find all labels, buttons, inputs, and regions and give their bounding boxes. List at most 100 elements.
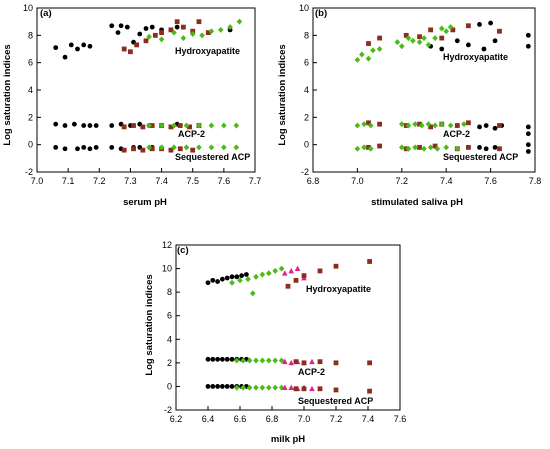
diamond-data-point [405,35,412,42]
square-data-point [205,30,211,35]
diamond-data-point [412,121,418,128]
y-tick-label: 12 [162,240,172,250]
triangle-data-point [282,358,288,365]
circle-data-point [109,23,115,29]
diamond-data-point [405,122,412,129]
triangle-data-point [288,267,294,274]
circle-data-point [224,384,230,389]
data-points [205,259,372,394]
x-tick-label: 6.4 [202,414,215,424]
diamond-data-point [217,26,224,33]
x-axis-title: milk pH [271,434,305,445]
diamond-data-point [183,144,190,151]
diamond-data-point [399,43,405,50]
circle-data-point [466,42,471,48]
panel-b: Log saturation indices stimulated saliva… [277,3,541,208]
square-data-point [497,123,502,128]
triangle-data-point [294,265,301,271]
circle-data-point [477,145,482,150]
diamond-data-point [447,122,454,129]
diamond-data-point [354,56,361,63]
hydroxyapatite-label: Hydroxyapatite [306,284,371,294]
square-data-point [121,124,127,130]
diamond-data-point [399,144,405,151]
square-data-point [131,146,136,152]
diamond-data-point [361,144,367,151]
diamond-data-point [158,122,165,129]
diamond-data-point [146,122,152,129]
square-data-point [417,121,422,127]
diamond-data-point [438,25,445,32]
diamond-data-point [208,122,215,129]
square-data-point [149,123,155,128]
diamond-data-point [416,39,423,46]
circle-data-point [93,123,99,128]
y-tick-label: 10 [299,3,309,13]
y-tick-label: 0 [304,140,309,150]
acp-2-label: ACP-2 [298,367,325,377]
diamond-data-point [278,357,285,364]
y-tick-label: 4 [167,334,172,344]
circle-data-point [210,277,216,283]
square-data-point [439,35,445,41]
acp-2-label: ACP-2 [443,129,470,139]
acp-2-label: ACP-2 [178,129,205,139]
y-tick-label: 0 [28,140,33,150]
circle-data-point [81,145,87,150]
circle-data-point [205,280,211,286]
diamond-data-point [259,357,266,364]
panel-a: Log saturation indices serum pH (a) Hydr… [2,3,261,208]
diamond-data-point [259,384,266,391]
diamond-data-point [434,145,441,152]
circle-data-point [454,38,460,44]
diamond-data-point [158,36,165,43]
triangle-data-point [288,359,294,366]
square-data-point [417,34,422,40]
diamond-data-point [367,145,374,152]
circle-data-point [229,274,235,280]
diamond-data-point [266,270,272,277]
y-axis-title: Log saturation indices [277,44,288,145]
square-data-point [366,120,371,126]
square-data-point [140,124,146,130]
circle-data-point [53,45,59,51]
y-tick-label: -2 [164,405,172,415]
diamond-data-point [234,357,240,364]
circle-data-point [525,43,531,49]
diamond-data-point [454,145,461,152]
y-axis-title: Log saturation indices [2,44,13,145]
square-data-point [333,360,339,366]
diamond-data-point [233,122,240,129]
y-tick-label: -2 [301,167,309,177]
square-data-point [317,359,323,365]
circle-data-point [210,384,216,389]
square-data-point [403,32,409,38]
diamond-data-point [146,33,152,40]
diamond-data-point [253,273,259,280]
square-data-point [180,24,186,30]
diamond-data-point [158,144,165,151]
circle-data-point [71,121,77,127]
x-tick-label: 6.8 [307,176,320,186]
x-tick-label: 7.5 [186,176,199,186]
circle-data-point [115,30,121,35]
y-axis-title: Log saturation indices [144,274,155,375]
diamond-data-point [250,290,256,297]
diamond-data-point [171,29,177,36]
diamond-data-point [171,122,177,129]
square-data-point [417,145,422,150]
circle-data-point [87,146,93,152]
circle-data-point [205,384,211,389]
diamond-data-point [221,122,227,129]
square-data-point [177,123,183,128]
triangle-data-point [282,270,288,276]
circle-data-point [81,42,87,48]
x-axis-title: serum pH [123,197,167,208]
circle-data-point [109,123,115,128]
panel-label: (c) [177,245,189,256]
circle-data-point [483,123,489,128]
x-tick-label: 7.0 [298,414,311,424]
x-tick-label: 7.6 [484,176,497,186]
sequestered-acp-label: Sequestered ACP [443,152,518,162]
square-data-point [301,360,307,366]
